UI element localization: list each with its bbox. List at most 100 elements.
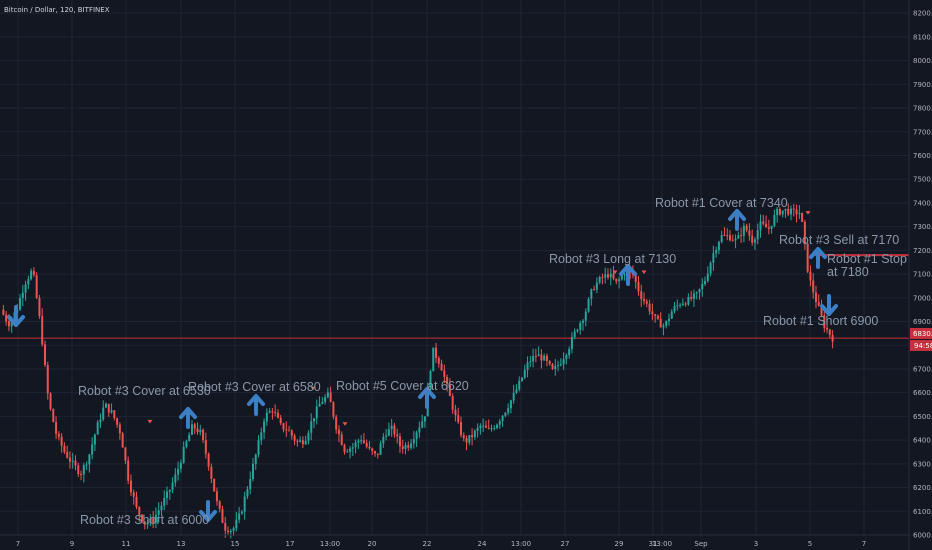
trade-marker: [147, 419, 153, 424]
candle-body: [440, 363, 443, 371]
candle-body: [24, 284, 27, 293]
candle-body: [166, 491, 169, 499]
candle-body: [88, 454, 91, 465]
candle-body: [457, 415, 460, 423]
candle-body: [687, 296, 690, 305]
symbol-title: Bitcoin / Dollar, 120, BITFINEX: [4, 6, 110, 14]
candle-body: [593, 289, 596, 291]
trade-marker: [612, 270, 618, 274]
annotation-cover-6620: Robot #5 Cover at 6620: [336, 379, 469, 393]
price-axis[interactable]: 6000.0 6100.0 6200.0 6300.0 6400.0 6500.0 6600…: [908, 0, 932, 550]
candle-body: [30, 270, 33, 280]
candle-body: [656, 315, 659, 319]
candle-body: [138, 506, 141, 515]
candle-body: [418, 427, 421, 433]
candle-body: [27, 279, 30, 285]
candle-body: [493, 428, 496, 430]
candle-body: [437, 358, 440, 364]
price-tick-label: 6400.0: [913, 437, 932, 445]
candle-body: [565, 355, 568, 360]
candle-body: [398, 436, 401, 447]
candle-body: [349, 448, 352, 452]
candle-body: [346, 451, 349, 453]
signal-annotations: Robot #3 Short at 6000 Robot #3 Cover at…: [78, 196, 907, 527]
candle-body: [634, 274, 637, 282]
candle-body: [734, 238, 737, 241]
price-tick-label: 7600.0: [913, 152, 932, 160]
candle-body: [204, 440, 207, 454]
time-tick-label: 7: [16, 540, 20, 548]
candle-body: [55, 422, 58, 434]
candle-body: [110, 410, 113, 413]
candle-body: [637, 281, 640, 292]
candle-body: [265, 412, 268, 422]
candle-body: [57, 433, 60, 437]
candle-body: [667, 318, 670, 322]
candle-body: [762, 221, 765, 224]
candle-body: [701, 284, 704, 290]
candle-body: [756, 230, 759, 240]
candle-body: [274, 412, 277, 414]
candle-body: [518, 380, 521, 390]
candle-body: [559, 364, 562, 366]
candle-body: [537, 354, 540, 357]
candle-body: [85, 464, 88, 466]
arrow-down-icon: [7, 305, 25, 327]
candle-body: [127, 460, 130, 481]
candle-body: [368, 446, 371, 449]
candle-body: [595, 282, 598, 290]
candle-body: [684, 303, 687, 305]
candle-body: [654, 314, 657, 316]
candle-body: [651, 311, 654, 315]
candlestick-series: [2, 203, 834, 539]
chart-grid: [0, 0, 908, 536]
candle-body: [135, 496, 138, 507]
candle-body: [288, 430, 291, 432]
candle-body: [421, 421, 424, 428]
candle-body: [324, 397, 327, 403]
candle-body: [168, 489, 171, 492]
candle-body: [163, 498, 166, 506]
candle-body: [748, 230, 751, 236]
candle-body: [584, 311, 587, 321]
candle-body: [116, 418, 119, 425]
candle-body: [129, 480, 132, 493]
candle-body: [523, 369, 526, 378]
candle-body: [102, 407, 105, 420]
candle-body: [310, 421, 313, 433]
candle-body: [154, 514, 157, 523]
candle-body: [41, 315, 44, 345]
candle-body: [543, 355, 546, 361]
candle-body: [279, 417, 282, 424]
candle-body: [307, 432, 310, 441]
candle-body: [690, 296, 693, 299]
candle-body: [792, 208, 795, 210]
candle-body: [482, 425, 485, 427]
candle-body: [490, 428, 493, 430]
candle-body: [587, 298, 590, 312]
candle-body: [459, 422, 462, 436]
arrow-down-icon: [199, 500, 217, 522]
candle-body: [276, 412, 279, 418]
candle-body: [232, 528, 235, 531]
candle-body: [360, 440, 363, 442]
candle-body: [720, 235, 723, 242]
candle-body: [99, 419, 102, 423]
candle-body: [213, 478, 216, 492]
candle-body: [507, 408, 510, 413]
candle-body: [49, 393, 52, 410]
candle-body: [326, 392, 329, 398]
candle-body: [557, 365, 560, 367]
candle-body: [429, 371, 432, 389]
candle-body: [332, 402, 335, 417]
candle-body: [423, 416, 426, 422]
candle-body: [221, 509, 224, 523]
candle-body: [548, 360, 551, 365]
candle-body: [215, 491, 218, 502]
candle-body: [210, 466, 213, 479]
candle-body: [606, 274, 609, 278]
candle-body: [590, 289, 593, 299]
time-tick-label: 22: [423, 540, 432, 548]
